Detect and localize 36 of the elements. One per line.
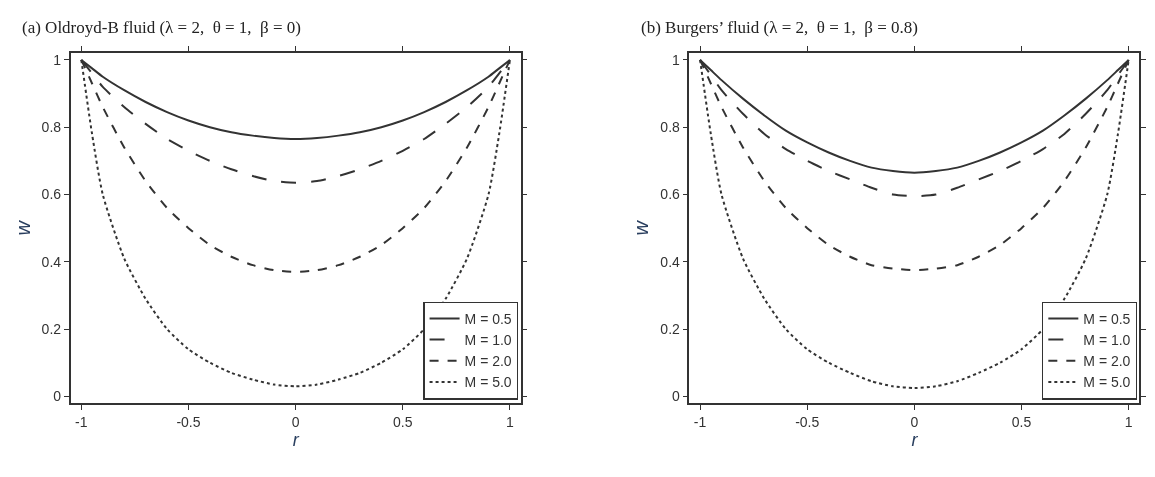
x-axis-title: r: [292, 429, 300, 450]
y-axis-title: w: [630, 219, 653, 236]
x-tick-label: 0.5: [393, 413, 413, 430]
legend-label: M = 2.0: [464, 353, 512, 370]
x-tick-label: -0.5: [176, 413, 201, 430]
y-tick-label: 1: [53, 51, 62, 68]
legend-label: M = 5.0: [1083, 374, 1131, 391]
legend-label: M = 1.0: [1083, 332, 1131, 349]
y-axis-title: w: [11, 219, 34, 236]
y-tick-label: 0.4: [660, 253, 681, 270]
x-tick-label: 0.5: [1011, 413, 1032, 430]
legend-label: M = 1.0: [464, 332, 512, 349]
legend-label: M = 5.0: [464, 374, 512, 391]
legend-label: M = 0.5: [1083, 310, 1131, 327]
legend-label: M = 2.0: [1083, 353, 1131, 370]
y-tick-label: 0.6: [41, 186, 62, 203]
y-tick-label: 0.2: [660, 321, 681, 337]
x-tick-label: -0.5: [795, 413, 820, 430]
chart-title: (b) Burgers’ fluid (λ = 2, θ = 1, β = 0.8): [641, 18, 918, 37]
y-tick-label: 0.4: [41, 253, 62, 270]
legend-label: M = 0.5: [464, 310, 512, 327]
x-tick-label: 1: [506, 413, 515, 430]
x-tick-label: -1: [693, 413, 707, 430]
y-tick-label: 0.2: [41, 321, 62, 337]
y-tick-label: 1: [672, 51, 681, 68]
chart-title: (a) Oldroyd-B fluid (λ = 2, θ = 1, β = 0): [22, 18, 302, 37]
y-tick-label: 0.8: [660, 119, 681, 136]
x-tick-label: 1: [1124, 413, 1133, 430]
y-tick-label: 0.8: [41, 119, 62, 136]
x-axis-title: r: [911, 429, 919, 450]
y-tick-label: 0: [53, 388, 62, 405]
y-tick-label: 0.6: [660, 186, 681, 203]
x-tick-label: 0: [910, 413, 919, 430]
x-tick-label: -1: [75, 413, 88, 430]
x-tick-label: 0: [291, 413, 300, 430]
y-tick-label: 0: [672, 388, 681, 405]
